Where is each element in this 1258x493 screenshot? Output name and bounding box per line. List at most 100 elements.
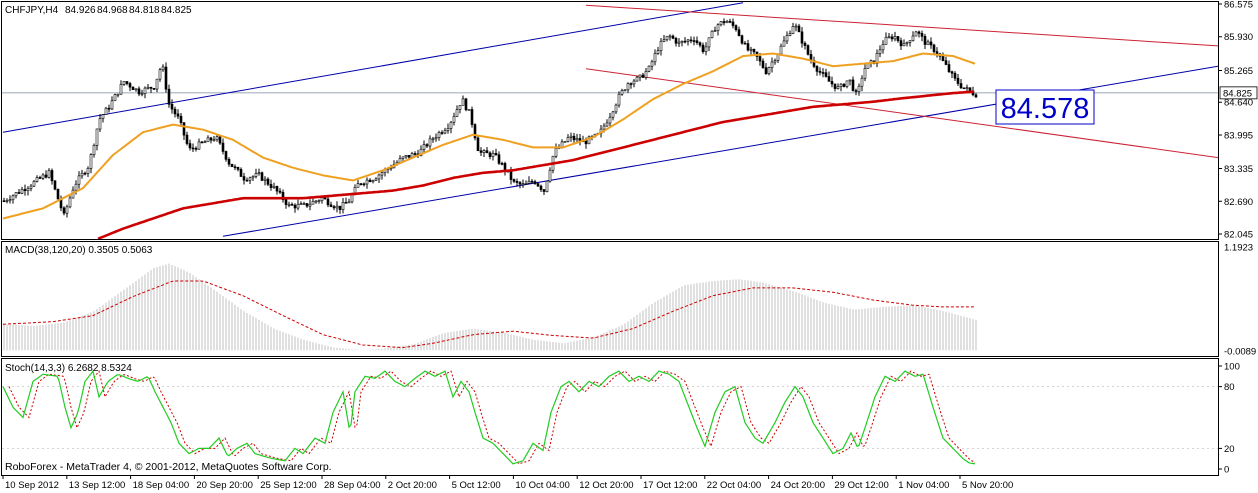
candle-body xyxy=(524,183,528,185)
candle-body xyxy=(482,150,486,153)
candle-body xyxy=(50,170,54,182)
candle-body xyxy=(584,140,588,145)
macd-histogram xyxy=(3,263,977,351)
candle-body xyxy=(683,40,687,43)
candle-body xyxy=(179,115,183,123)
candle-body xyxy=(641,74,645,78)
candle-body xyxy=(65,206,69,214)
candle-body xyxy=(224,151,228,160)
candle-body xyxy=(908,40,912,43)
candle-body xyxy=(944,60,948,65)
candle-body xyxy=(698,42,702,46)
candle-body xyxy=(629,83,633,85)
candle-body xyxy=(617,93,621,106)
candle-body xyxy=(20,189,24,194)
candle-body xyxy=(650,61,654,67)
candle-body xyxy=(422,144,426,150)
candle-body xyxy=(197,141,201,150)
candle-body xyxy=(923,36,927,45)
candle-body xyxy=(554,148,558,157)
candle-body xyxy=(905,41,909,44)
candle-body xyxy=(542,189,546,192)
candle-body xyxy=(473,124,477,139)
candle-body xyxy=(941,55,945,61)
candle-body xyxy=(101,114,105,119)
candle-body xyxy=(614,104,618,113)
candle-body xyxy=(500,163,504,165)
candle-body xyxy=(176,113,180,117)
candle-body xyxy=(866,63,870,69)
candle-body xyxy=(800,31,804,44)
candle-body xyxy=(863,68,867,79)
candle-body xyxy=(689,39,693,42)
price-tick-label: 85.930 xyxy=(1224,32,1253,43)
candle-body xyxy=(326,198,330,206)
candle-body xyxy=(431,138,435,141)
candle-body xyxy=(98,118,102,130)
candle-body xyxy=(485,150,489,154)
candle-body xyxy=(848,79,852,82)
candle-body xyxy=(623,89,627,92)
candle-body xyxy=(953,72,957,79)
price-plot xyxy=(2,2,1218,239)
candle-body xyxy=(728,21,732,23)
candle-body xyxy=(677,41,681,44)
candle-body xyxy=(125,81,129,84)
candle-body xyxy=(740,35,744,44)
candle-body xyxy=(140,93,144,95)
candle-body xyxy=(89,154,93,169)
candle-body xyxy=(338,205,342,210)
candles xyxy=(2,18,978,218)
candle-body xyxy=(233,166,237,169)
stoch-tick-label: 80 xyxy=(1224,382,1235,393)
candle-body xyxy=(152,88,156,90)
candle-body xyxy=(11,195,15,200)
candle-body xyxy=(242,176,246,181)
candle-body xyxy=(518,182,522,185)
candle-body xyxy=(752,48,756,53)
time-tick-label: 2 Oct 20:00 xyxy=(388,480,437,491)
candle-body xyxy=(407,155,411,158)
candle-body xyxy=(764,67,768,75)
candle-body xyxy=(521,183,525,186)
candle-body xyxy=(137,88,141,95)
candle-body xyxy=(632,80,636,85)
candle-body xyxy=(347,201,351,204)
candle-body xyxy=(767,67,771,75)
candle-body xyxy=(725,21,729,24)
candle-body xyxy=(188,143,192,149)
candle-body xyxy=(881,43,885,51)
candle-body xyxy=(647,65,651,72)
ohlc-high: 84.968 xyxy=(97,5,128,16)
candle-body xyxy=(41,174,45,179)
candle-body xyxy=(515,181,519,183)
time-tick-label: 5 Nov 20:00 xyxy=(962,480,1013,491)
candle-body xyxy=(824,72,828,77)
annotation-box[interactable] xyxy=(995,89,1095,125)
candle-body xyxy=(269,184,273,188)
candle-body xyxy=(926,41,930,45)
moving-average-fast xyxy=(2,52,976,220)
candle-body xyxy=(440,132,444,134)
candle-body xyxy=(104,107,108,115)
candle-body xyxy=(830,81,834,85)
time-tick-label: 18 Sep 04:00 xyxy=(133,480,190,491)
trendline-red-upper xyxy=(585,4,1218,47)
candle-body xyxy=(845,80,849,87)
candle-body xyxy=(956,77,960,84)
candle-body xyxy=(854,90,858,92)
candle-body xyxy=(83,172,87,175)
candle-body xyxy=(746,43,750,51)
price-tick-label: 83.335 xyxy=(1224,164,1253,175)
candle-body xyxy=(272,185,276,188)
candle-body xyxy=(86,167,90,174)
candle-body xyxy=(836,86,840,89)
candle-body xyxy=(659,40,663,51)
candle-body xyxy=(509,170,513,180)
candle-body xyxy=(380,172,384,176)
candle-body xyxy=(566,137,570,142)
ohlc-open: 84.926 xyxy=(65,5,96,16)
candle-body xyxy=(605,122,609,127)
candle-body xyxy=(356,183,360,188)
